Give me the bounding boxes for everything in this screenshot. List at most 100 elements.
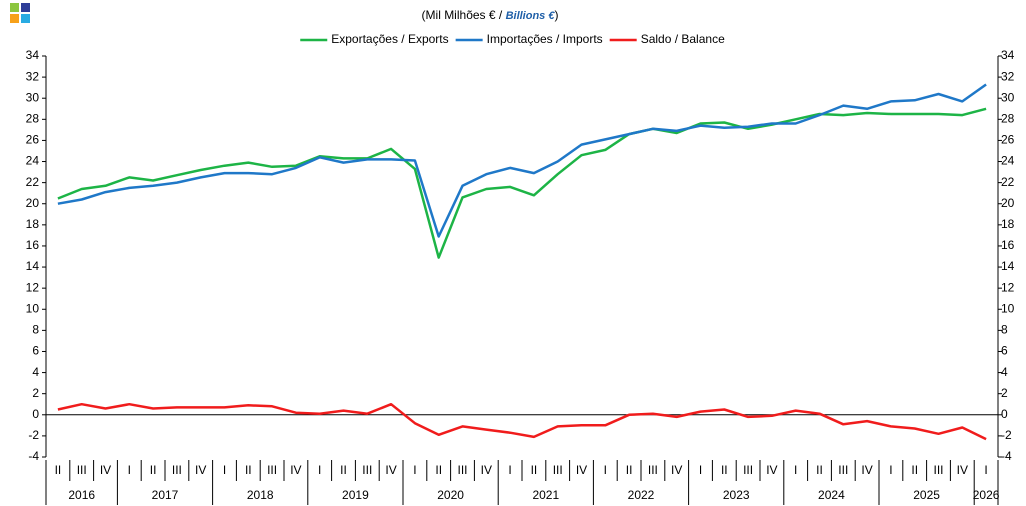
series-line: [57, 83, 987, 238]
logo: [10, 3, 30, 23]
x-tick-label: III: [362, 463, 372, 477]
legend-label: Saldo / Balance: [641, 32, 725, 46]
y2-tick-label: 18: [1001, 217, 1015, 231]
year-label: 2025: [913, 488, 940, 502]
series-line: [57, 107, 987, 259]
x-tick-label: IV: [957, 463, 968, 477]
x-tick-label: IV: [766, 463, 777, 477]
x-tick-label: III: [743, 463, 753, 477]
x-tick-label: II: [55, 463, 62, 477]
x-tick-label: I: [318, 463, 321, 477]
x-tick-label: II: [911, 463, 918, 477]
y-tick-label: 8: [32, 323, 39, 337]
y2-tick-label: 28: [1001, 111, 1015, 125]
y-tick-label: 2: [32, 386, 39, 400]
x-tick-label: III: [77, 463, 87, 477]
y-tick-label: -4: [28, 449, 39, 463]
year-label: 2022: [628, 488, 655, 502]
logo-square: [21, 3, 30, 12]
year-label: 2018: [247, 488, 274, 502]
x-tick-label: I: [223, 463, 226, 477]
x-tick-label: III: [172, 463, 182, 477]
y2-tick-label: -2: [1001, 428, 1012, 442]
year-label: 2021: [532, 488, 559, 502]
y2-tick-label: 12: [1001, 280, 1015, 294]
x-tick-label: I: [508, 463, 511, 477]
x-tick-label: I: [604, 463, 607, 477]
x-tick-label: IV: [290, 463, 301, 477]
x-tick-label: IV: [385, 463, 396, 477]
y2-tick-label: 4: [1001, 365, 1008, 379]
y-tick-label: 32: [26, 69, 40, 83]
logo-square: [21, 14, 30, 23]
subtitle: (Mil Milhões € / Billions €): [422, 8, 559, 22]
x-tick-label: III: [267, 463, 277, 477]
year-label: 2020: [437, 488, 464, 502]
y-tick-label: 14: [26, 259, 40, 273]
y-tick-label: -2: [28, 428, 39, 442]
x-tick-label: IV: [195, 463, 206, 477]
y-tick-label: 16: [26, 238, 40, 252]
y2-tick-label: 32: [1001, 69, 1015, 83]
y2-tick-label: 14: [1001, 259, 1015, 273]
y-tick-label: 28: [26, 111, 40, 125]
y-tick-label: 34: [26, 48, 40, 62]
x-tick-label: II: [816, 463, 823, 477]
y-tick-label: 10: [26, 301, 40, 315]
y-tick-label: 6: [32, 344, 39, 358]
x-tick-label: IV: [576, 463, 587, 477]
y2-tick-label: 10: [1001, 301, 1015, 315]
y2-tick-label: 0: [1001, 407, 1008, 421]
y2-tick-label: -4: [1001, 449, 1012, 463]
x-tick-label: II: [245, 463, 252, 477]
x-tick-label: III: [648, 463, 658, 477]
y2-tick-label: 24: [1001, 154, 1015, 168]
x-tick-label: I: [699, 463, 702, 477]
x-tick-label: IV: [861, 463, 872, 477]
x-tick-label: II: [340, 463, 347, 477]
x-tick-label: III: [933, 463, 943, 477]
x-tick-label: II: [721, 463, 728, 477]
year-label: 2016: [68, 488, 95, 502]
year-label: 2019: [342, 488, 369, 502]
x-tick-label: II: [150, 463, 157, 477]
x-tick-label: I: [413, 463, 416, 477]
y2-tick-label: 26: [1001, 133, 1015, 147]
legend-label: Exportações / Exports: [331, 32, 448, 46]
subtitle-en: Billions €: [506, 10, 556, 22]
x-tick-label: II: [531, 463, 538, 477]
y-tick-label: 22: [26, 175, 40, 189]
y-tick-label: 4: [32, 365, 39, 379]
y-tick-label: 12: [26, 280, 40, 294]
year-label: 2024: [818, 488, 845, 502]
x-tick-label: IV: [100, 463, 111, 477]
y2-tick-label: 20: [1001, 196, 1015, 210]
y-tick-label: 24: [26, 154, 40, 168]
series-line: [57, 402, 987, 441]
y2-tick-label: 16: [1001, 238, 1015, 252]
year-label: 2017: [152, 488, 179, 502]
x-tick-label: III: [457, 463, 467, 477]
x-tick-label: IV: [481, 463, 492, 477]
x-tick-label: III: [838, 463, 848, 477]
y-tick-label: 18: [26, 217, 40, 231]
x-tick-label: I: [984, 463, 987, 477]
y2-tick-label: 2: [1001, 386, 1008, 400]
y-tick-label: 30: [26, 90, 40, 104]
subtitle-end: ): [554, 8, 558, 22]
x-tick-label: IV: [671, 463, 682, 477]
y-tick-label: 20: [26, 196, 40, 210]
subtitle-pt: (Mil Milhões € /: [422, 8, 506, 22]
y2-tick-label: 6: [1001, 344, 1008, 358]
x-tick-label: II: [626, 463, 633, 477]
legend-label: Importações / Imports: [487, 32, 603, 46]
y-tick-label: 0: [32, 407, 39, 421]
y2-tick-label: 8: [1001, 323, 1008, 337]
logo-square: [10, 3, 19, 12]
x-tick-label: I: [794, 463, 797, 477]
logo-square: [10, 14, 19, 23]
x-tick-label: I: [128, 463, 131, 477]
year-label: 2026: [973, 488, 1000, 502]
y-tick-label: 26: [26, 133, 40, 147]
